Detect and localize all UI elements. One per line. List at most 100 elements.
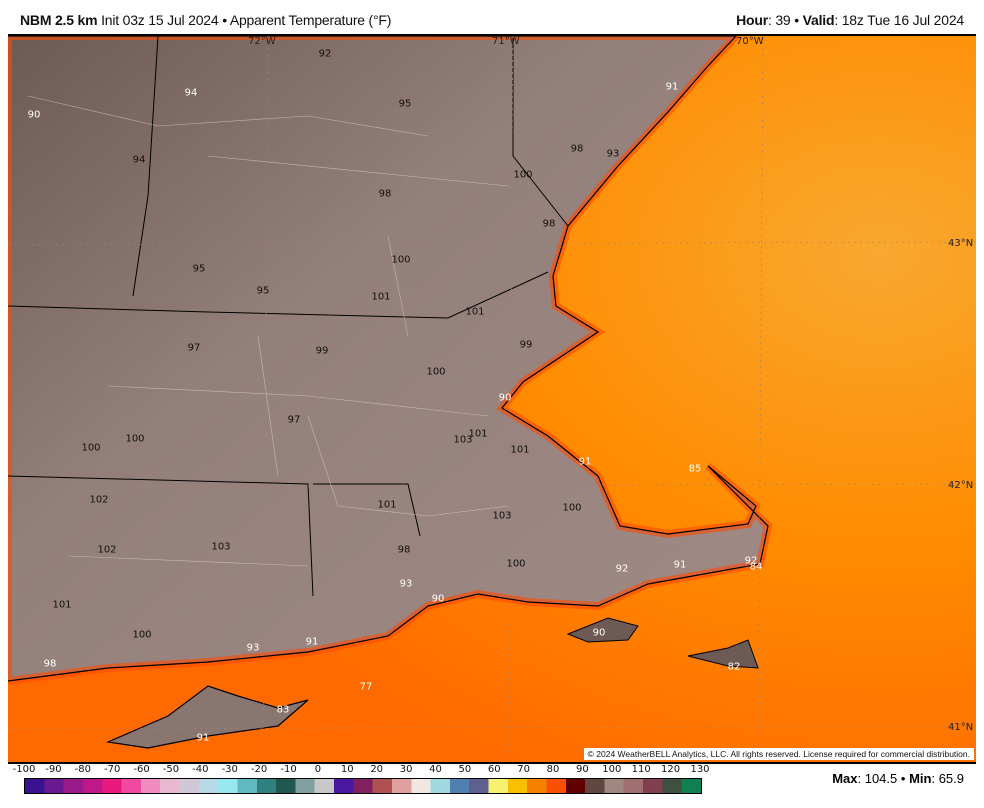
colorbar-tick: 60: [487, 764, 501, 775]
coastline: [8, 36, 769, 682]
value-label: 100: [506, 558, 526, 570]
value-label: 100: [562, 502, 582, 514]
value-label: 85: [688, 463, 702, 475]
value-label: 98: [397, 544, 411, 556]
value-label: 91: [305, 636, 319, 648]
value-label: 93: [606, 148, 620, 160]
lon-label-72w: 72°W: [248, 36, 276, 47]
value-label: 101: [465, 306, 485, 318]
copyright-notice: © 2024 WeatherBELL Analytics, LLC. All r…: [583, 748, 974, 760]
max-min-readout: Max: 104.5 • Min: 65.9: [832, 771, 964, 786]
value-label: 103: [492, 510, 512, 522]
value-label: 100: [391, 254, 411, 266]
value-label: 102: [89, 494, 109, 506]
value-label: 97: [287, 414, 301, 426]
value-label: 97: [187, 342, 201, 354]
map-title: NBM 2.5 km Init 03z 15 Jul 2024 • Appare…: [20, 12, 391, 28]
value-label: 92: [318, 48, 332, 60]
colorbar-tick: 20: [370, 764, 384, 775]
hour-value: : 39: [767, 12, 791, 28]
value-label: 98: [378, 188, 392, 200]
map-graphics: [8, 36, 976, 762]
max-value: : 104.5: [857, 771, 898, 786]
colorbar-tick: -90: [45, 764, 62, 775]
lon-label-71w: 71°W: [492, 36, 520, 47]
value-label: 100: [81, 442, 101, 454]
hour-label: Hour: [736, 12, 768, 28]
value-label: 92: [615, 563, 629, 575]
colorbar-tick: 110: [631, 764, 651, 775]
colorbar-tick: 10: [340, 764, 354, 775]
value-label: 100: [513, 169, 533, 181]
colorbar-tick: -100: [12, 764, 36, 775]
colorbar-tick: 80: [546, 764, 560, 775]
separator: •: [794, 12, 799, 28]
value-label: 98: [43, 658, 57, 670]
valid-value: : 18z Tue 16 Jul 2024: [834, 12, 964, 28]
value-label: 95: [192, 263, 206, 275]
value-label: 102: [97, 544, 117, 556]
colorbar-tick: -10: [280, 764, 297, 775]
colorbar-tick: 0: [314, 764, 322, 775]
value-label: 94: [132, 154, 146, 166]
max-label: Max: [832, 771, 858, 786]
lat-label-42n: 42°N: [948, 480, 974, 491]
state-borders: [8, 36, 569, 597]
value-label: 103: [211, 541, 231, 553]
field-name: Apparent Temperature (°F): [229, 12, 392, 28]
colorbar-tick: -60: [133, 764, 150, 775]
colorbar-tick: 120: [661, 764, 681, 775]
temperature-map[interactable]: 72°W 71°W 70°W 43°N 42°N 41°N 92 95 94 90 94…: [8, 34, 976, 764]
value-label: 92: [744, 555, 758, 567]
value-label: 100: [125, 433, 145, 445]
model-name: NBM 2.5 km: [20, 12, 98, 28]
value-label: 91: [665, 81, 679, 93]
value-label: 98: [570, 143, 584, 155]
value-label: 90: [27, 109, 41, 121]
value-label: 101: [377, 499, 397, 511]
value-label: 84: [749, 561, 763, 573]
valid-label: Valid: [802, 12, 835, 28]
colorbar-tick: 30: [399, 764, 413, 775]
value-label: 103: [453, 434, 473, 446]
value-label: 101: [371, 291, 391, 303]
min-value: : 65.9: [931, 771, 964, 786]
value-label: 93: [399, 578, 413, 590]
value-label: 95: [256, 285, 270, 297]
colorbar-tick: 100: [602, 764, 622, 775]
value-label: 100: [426, 366, 446, 378]
county-borders: [27, 95, 509, 567]
colorbar: [24, 778, 702, 794]
land-long-island: [105, 685, 309, 749]
value-label: 77: [359, 681, 373, 693]
value-label: 90: [431, 593, 445, 605]
colorbar-tick: -40: [192, 764, 209, 775]
separator: •: [900, 771, 906, 786]
init-time: Init 03z 15 Jul 2024: [101, 12, 219, 28]
value-label: 91: [196, 732, 210, 744]
land-marthas-vineyard: [566, 617, 639, 643]
value-label: 91: [578, 456, 592, 468]
value-label: 99: [519, 339, 533, 351]
value-label: 98: [542, 218, 556, 230]
colorbar-tick: 40: [429, 764, 442, 775]
value-label: 99: [315, 345, 329, 357]
value-label: 101: [468, 428, 488, 440]
lat-label-43n: 43°N: [948, 238, 974, 249]
value-label: 93: [246, 642, 260, 654]
value-label: 82: [727, 661, 741, 673]
value-label: 90: [592, 627, 606, 639]
colorbar-tick: -80: [74, 764, 91, 775]
lon-label-70w: 70°W: [736, 36, 764, 47]
value-label: 83: [276, 704, 290, 716]
colorbar-tick: 130: [690, 764, 710, 775]
colorbar-tick: 50: [458, 764, 472, 775]
lat-label-41n: 41°N: [948, 722, 974, 733]
value-label: 94: [184, 87, 198, 99]
colorbar-tick: 90: [576, 764, 589, 775]
value-label: 101: [52, 599, 72, 611]
value-label: 91: [673, 559, 687, 571]
value-label: 100: [132, 629, 152, 641]
valid-time: Hour: 39 • Valid: 18z Tue 16 Jul 2024: [736, 12, 964, 28]
colorbar-tick: -20: [250, 764, 268, 775]
